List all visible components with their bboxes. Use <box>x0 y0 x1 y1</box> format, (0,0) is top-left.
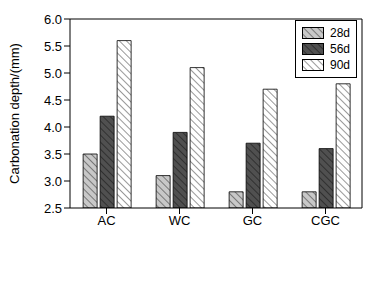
svg-text:5.0: 5.0 <box>44 66 62 81</box>
svg-text:4.0: 4.0 <box>44 120 62 135</box>
svg-text:3.0: 3.0 <box>44 174 62 189</box>
svg-text:4.5: 4.5 <box>44 93 62 108</box>
svg-text:GC: GC <box>243 213 263 228</box>
html-text:28d: 28d <box>330 26 350 40</box>
svg-text:5.5: 5.5 <box>44 39 62 54</box>
html-text:90d: 90d <box>330 58 350 72</box>
svg-text:Carbonation depth/(mm): Carbonation depth/(mm) <box>8 43 22 184</box>
svg-text:2.5: 2.5 <box>44 201 62 216</box>
svg-text:6.0: 6.0 <box>44 12 62 27</box>
svg-text:WC: WC <box>169 213 191 228</box>
svg-text:CGC: CGC <box>311 213 340 228</box>
svg-text:AC: AC <box>97 213 115 228</box>
html-text:56d: 56d <box>330 42 350 56</box>
svg-text:3.5: 3.5 <box>44 147 62 162</box>
